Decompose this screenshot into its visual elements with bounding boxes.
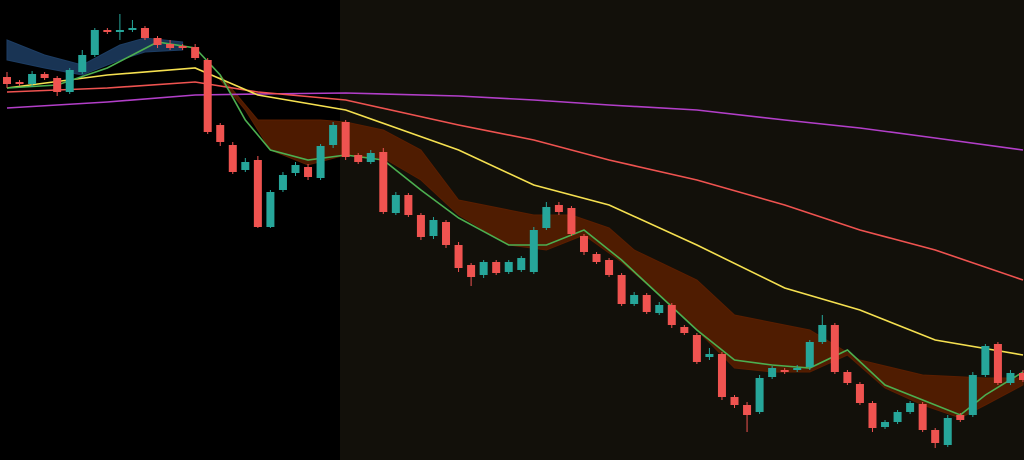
candle-body — [429, 220, 438, 236]
candle-body — [341, 122, 350, 157]
session-background — [0, 0, 340, 460]
candle-body — [467, 265, 476, 277]
candle-body — [868, 403, 877, 428]
candle-body — [278, 175, 287, 190]
candle-body — [605, 260, 614, 275]
candle-body — [115, 30, 124, 32]
candle-body — [479, 262, 488, 275]
candle-body — [65, 70, 74, 92]
candle-body — [893, 412, 902, 422]
candle-body — [128, 28, 137, 30]
candle-body — [793, 368, 802, 370]
candle-body — [191, 47, 200, 58]
candle-body — [818, 325, 827, 342]
candle-body — [40, 74, 49, 78]
candle-body — [153, 38, 162, 45]
candle-body — [416, 215, 425, 237]
candle-body — [592, 254, 601, 262]
candle-body — [755, 378, 764, 412]
candle-body — [981, 346, 990, 375]
candle-body — [630, 295, 639, 304]
candle-body — [404, 195, 413, 215]
candle-body — [780, 370, 789, 372]
candle-body — [843, 372, 852, 383]
candle-body — [454, 245, 463, 268]
candle-body — [931, 430, 940, 443]
candle-body — [680, 327, 689, 333]
candle-body — [705, 354, 714, 357]
candle-body — [567, 208, 576, 234]
candle-body — [228, 145, 237, 172]
candle-body — [943, 418, 952, 445]
candle-body — [805, 342, 814, 367]
candle-body — [554, 205, 563, 212]
candle-body — [617, 275, 626, 304]
candle-body — [53, 78, 62, 92]
candle-body — [90, 30, 99, 55]
candle-body — [993, 344, 1002, 383]
candle-body — [642, 295, 651, 312]
candle-body — [203, 60, 212, 132]
candle-body — [379, 152, 388, 212]
candle-body — [855, 384, 864, 403]
candle-body — [304, 167, 313, 177]
indicator-line — [6, 92, 1024, 151]
candle-body — [830, 325, 839, 372]
candle-body — [166, 44, 175, 48]
candle-body — [881, 422, 890, 427]
candle-body — [655, 305, 664, 313]
candle-body — [291, 165, 300, 173]
candle-body — [1019, 373, 1024, 380]
candle-body — [216, 125, 225, 142]
candle-body — [504, 262, 513, 272]
candle-body — [391, 195, 400, 213]
candle-body — [692, 335, 701, 362]
candle-body — [730, 397, 739, 405]
candle-body — [78, 55, 87, 72]
candle-body — [15, 82, 24, 84]
candle-body — [542, 207, 551, 228]
candle-body — [316, 146, 325, 178]
candle-body — [1006, 373, 1015, 383]
candle-body — [354, 155, 363, 162]
candle-body — [579, 236, 588, 252]
candle-body — [266, 192, 275, 227]
candle-body — [140, 28, 149, 38]
candle-body — [517, 258, 526, 270]
candle-body — [667, 305, 676, 325]
candle-body — [906, 403, 915, 412]
candle-body — [366, 153, 375, 162]
candle-body — [743, 405, 752, 415]
indicator-line — [6, 67, 1024, 356]
candle-body — [918, 404, 927, 430]
candle-body — [768, 368, 777, 377]
candle-body — [329, 125, 338, 145]
candle-body — [3, 77, 11, 84]
candle-body — [492, 262, 501, 273]
candle-body — [956, 415, 965, 420]
indicator-line — [6, 81, 1024, 281]
candle-body — [968, 375, 977, 415]
candle-body — [717, 354, 726, 397]
candle-body — [103, 30, 112, 32]
candle-body — [28, 74, 37, 84]
candle-body — [529, 230, 538, 272]
candle-body — [241, 162, 250, 170]
candle-body — [442, 222, 451, 245]
candle-body — [253, 160, 262, 227]
candle-body — [178, 46, 187, 48]
